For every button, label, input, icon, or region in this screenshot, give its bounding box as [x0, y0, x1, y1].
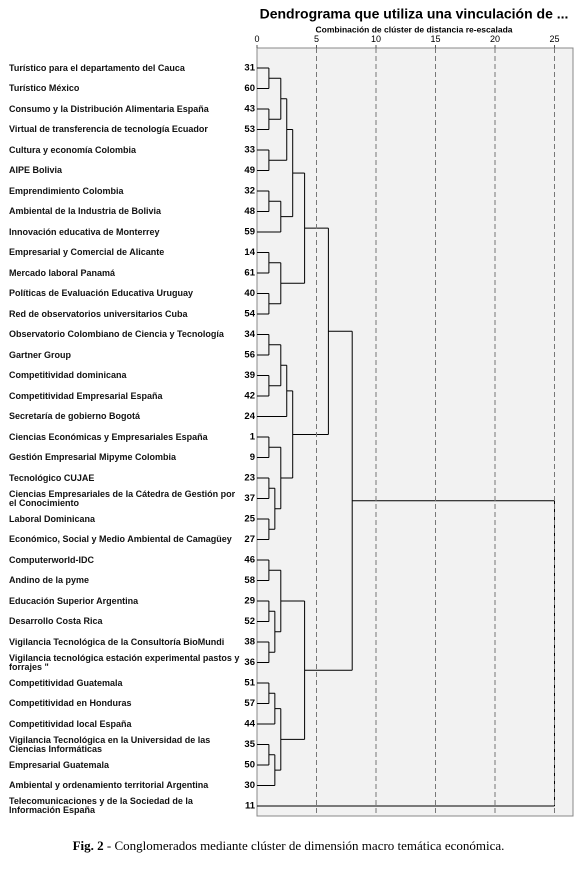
- leaf-id: 44: [244, 719, 255, 730]
- leaf-label: AIPE Bolivia: [9, 165, 63, 175]
- plot-area: [256, 47, 574, 817]
- leaf-id: 40: [244, 288, 255, 299]
- leaf-id: 14: [244, 247, 255, 258]
- leaf-label: Políticas de Evaluación Educativa Urugua…: [9, 288, 194, 298]
- leaf-label: Turístico para el departamento del Cauca: [9, 62, 185, 73]
- leaf-label: Competitividad Guatemala: [9, 677, 123, 688]
- leaf-id: 49: [244, 165, 255, 176]
- caption: Fig. 2 - Conglomerados mediante clúster …: [0, 838, 577, 854]
- leaf-id: 25: [244, 514, 255, 525]
- leaf-id: 61: [244, 268, 255, 279]
- leaf-label: Competitividad Empresarial España: [9, 390, 163, 401]
- leaf-label: Cultura y economía Colombia: [9, 144, 137, 155]
- leaf-label: Tecnológico CUJAE: [9, 472, 95, 483]
- leaf-id: 36: [244, 657, 255, 668]
- leaf-label: Vigilancia Tecnológica en la Universidad…: [9, 734, 211, 754]
- caption-text: - Conglomerados mediante clúster de dime…: [106, 838, 505, 853]
- leaf-label: Ambiental de la Industria de Bolivia: [9, 206, 162, 216]
- leaf-id: 59: [244, 227, 255, 238]
- x-tick-label: 25: [549, 34, 559, 44]
- leaf-label: Desarrollo Costa Rica: [9, 616, 103, 626]
- leaf-id: 37: [244, 493, 255, 504]
- leaf-label: Empresarial Guatemala: [9, 759, 110, 770]
- chart-subtitle: Combinación de clúster de distancia re-e…: [316, 24, 513, 34]
- caption-label: Fig. 2: [72, 838, 104, 853]
- leaf-id: 38: [244, 637, 255, 648]
- x-tick-label: 20: [490, 34, 500, 44]
- leaf-id: 39: [244, 370, 255, 381]
- leaf-id: 33: [244, 145, 255, 156]
- leaf-id: 48: [244, 206, 255, 217]
- leaf-label: Laboral Dominicana: [9, 513, 96, 524]
- leaf-label: Económico, Social y Medio Ambiental de C…: [9, 534, 232, 544]
- leaf-label: Empresarial y Comercial de Alicante: [9, 247, 165, 257]
- x-tick-label: 10: [371, 34, 381, 44]
- leaf-id: 35: [244, 739, 255, 750]
- chart-title: Dendrograma que utiliza una vinculación …: [260, 6, 569, 22]
- leaf-id: 46: [244, 555, 255, 566]
- chart: Dendrograma que utiliza una vinculación …: [244, 6, 574, 817]
- leaf-id: 56: [244, 350, 255, 361]
- leaf-label: Ambiental y ordenamiento territorial Arg…: [9, 780, 209, 790]
- leaf-id: 23: [244, 473, 255, 484]
- leaf-id: 51: [244, 678, 255, 689]
- leaf-label: Competitividad local España: [9, 718, 132, 729]
- dendrogram: [257, 67, 555, 807]
- leaf-id: 1: [250, 432, 256, 443]
- leaf-label: Gartner Group: [9, 349, 72, 360]
- leaf-id: 31: [244, 63, 255, 74]
- leaf-id: 42: [244, 391, 255, 402]
- leaf-label: Innovación educativa de Monterrey: [9, 226, 160, 237]
- leaf-id: 52: [244, 616, 255, 627]
- leaf-id: 43: [244, 104, 255, 115]
- leaf-label: Ciencias Económicas y Empresariales Espa…: [9, 431, 208, 442]
- leaf-label: Red de observatorios universitarios Cuba: [9, 308, 188, 319]
- leaf-label: Computerworld-IDC: [9, 554, 94, 565]
- leaf-id: 9: [250, 452, 255, 463]
- leaf-label: Vigilancia Tecnológica de la Consultoría…: [9, 636, 225, 647]
- leaf-id: 53: [244, 124, 255, 135]
- leaf-label: Observatorio Colombiano de Ciencia y Tec…: [9, 329, 224, 339]
- leaf-label: Ciencias Empresariales de la Cátedra de …: [9, 488, 236, 508]
- leaf-id: 32: [244, 186, 255, 197]
- leaf-id: 27: [244, 534, 255, 545]
- leaf-id: 60: [244, 83, 255, 94]
- leaf-id: 34: [244, 329, 255, 340]
- leaf-label: Virtual de transferencia de tecnología E…: [9, 124, 208, 134]
- leaf-id: 11: [245, 801, 256, 812]
- leaf-label: Gestión Empresarial Mipyme Colombia: [9, 452, 177, 462]
- leaf-id: 29: [244, 596, 255, 607]
- leaf-id: 50: [244, 760, 255, 771]
- leaf-label: Turístico México: [9, 83, 80, 93]
- leaf-id: 58: [244, 575, 255, 586]
- leaf-label: Emprendimiento Colombia: [9, 185, 124, 196]
- leaf-label: Mercado laboral Panamá: [9, 267, 116, 278]
- x-tick-label: 5: [314, 34, 319, 44]
- leaf-id: 24: [244, 411, 255, 422]
- leaf-label: Vigilancia tecnológica estación experime…: [9, 652, 240, 672]
- leaf-id: 57: [244, 698, 255, 709]
- leaf-label: Secretaría de gobierno Bogotá: [9, 411, 141, 421]
- leaf-label: Competitividad en Honduras: [9, 698, 132, 708]
- x-tick-label: 0: [254, 34, 259, 44]
- leaf-label: Competitividad dominicana: [9, 370, 127, 380]
- leaf-label: Consumo y la Distribución Alimentaria Es…: [9, 103, 209, 114]
- leaf-label: Andino de la pyme: [9, 575, 90, 585]
- leaf-label: Telecomunicaciones y de la Sociedad de l…: [9, 796, 193, 815]
- leaf-id: 30: [244, 780, 255, 791]
- x-tick-label: 15: [430, 34, 440, 44]
- leaf-id: 54: [244, 309, 255, 320]
- leaf-label: Educación Superior Argentina: [9, 595, 139, 606]
